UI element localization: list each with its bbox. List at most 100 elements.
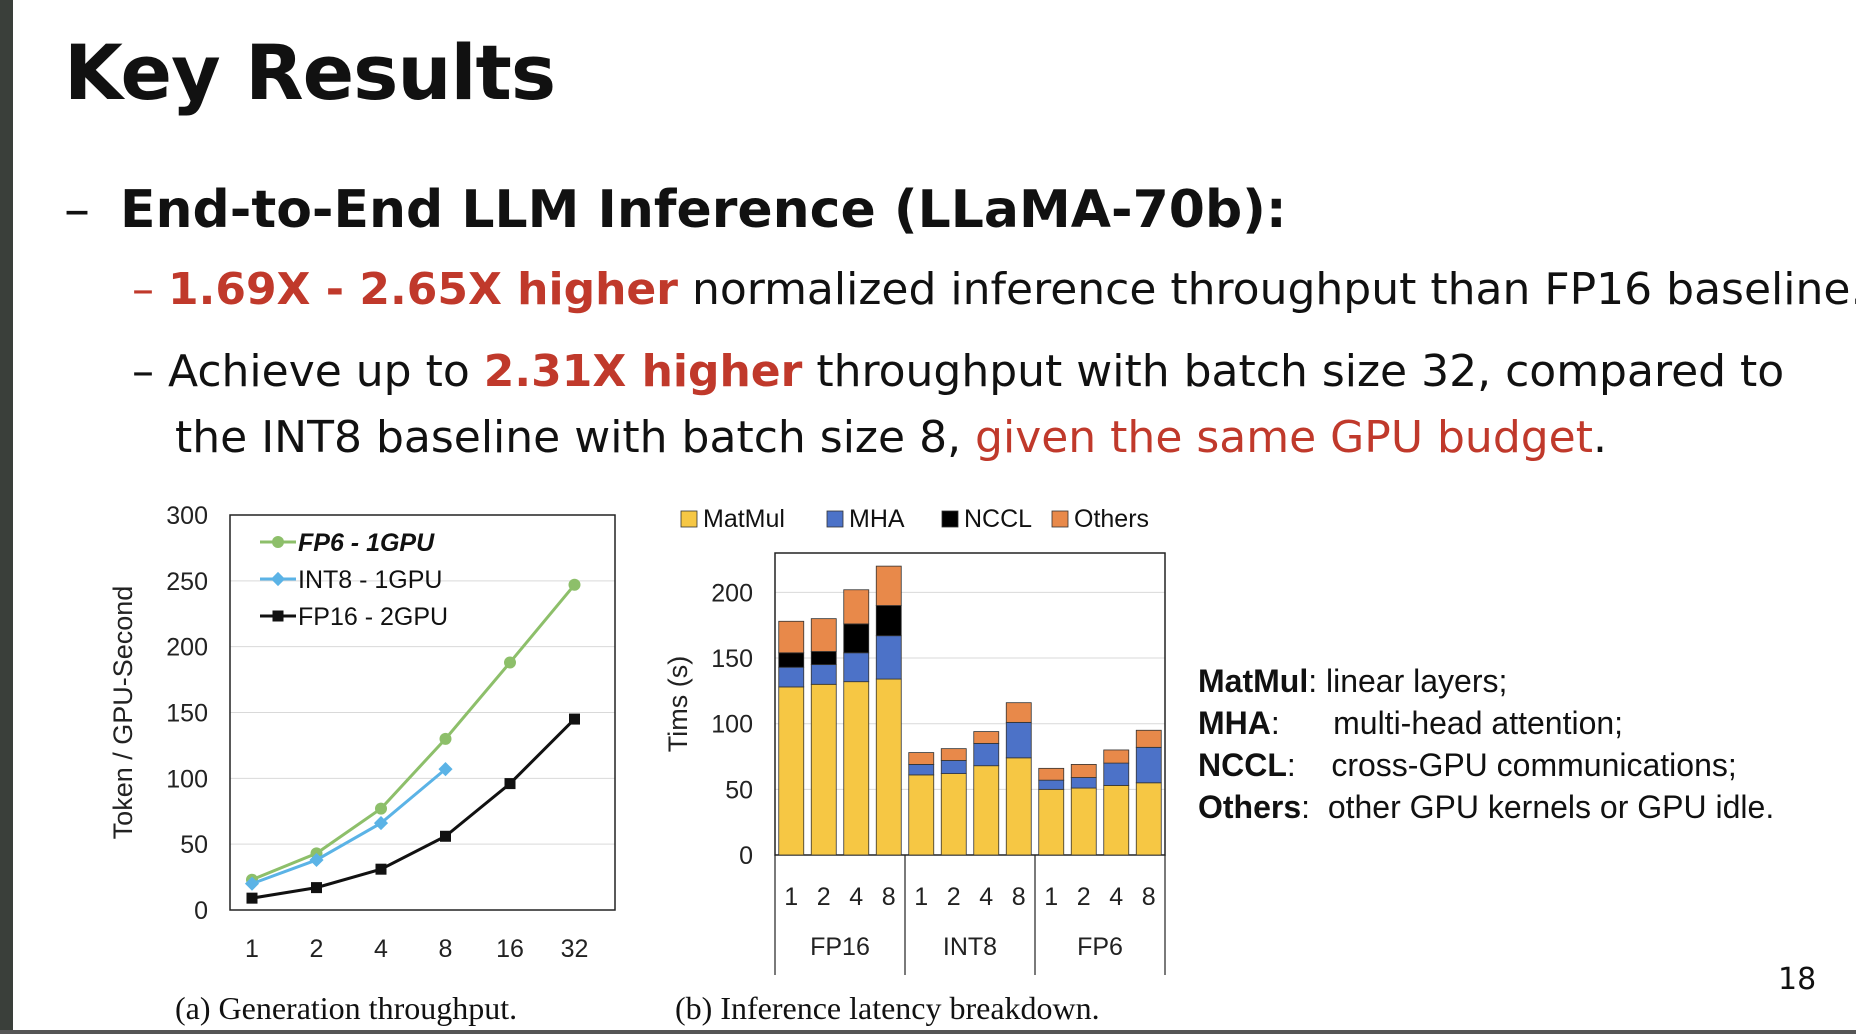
- x-tick-label: 8: [1142, 883, 1156, 911]
- bar-segment: [810, 618, 837, 652]
- data-point: [375, 863, 387, 875]
- legend-marker: [272, 610, 284, 622]
- x-tick-label: 4: [849, 883, 863, 911]
- highlight-text: given the same GPU budget: [975, 412, 1594, 463]
- definition-text: linear layers;: [1325, 663, 1508, 699]
- bar-segment: [875, 678, 902, 856]
- definition-text: multi-head attention;: [1333, 705, 1624, 741]
- bar-segment: [875, 605, 902, 637]
- definition-text: other GPU kernels or GPU idle.: [1327, 789, 1775, 825]
- bar-segment: [973, 742, 1000, 767]
- data-point: [440, 830, 451, 842]
- x-tick-label: 4: [1109, 883, 1123, 911]
- bar-segment: [1005, 702, 1032, 723]
- bullet-batch-size-line2: the INT8 baseline with batch size 8, giv…: [175, 412, 1607, 463]
- bar-segment: [1135, 782, 1162, 856]
- x-tick-label: 2: [310, 935, 324, 963]
- x-tick-label: 1: [1044, 883, 1058, 911]
- y-tick-label: 100: [711, 711, 753, 739]
- throughput-line-chart: 0 50 100 150 200 250 300 1 2 4 8 16 32 Token / GPU-Se…: [110, 502, 616, 963]
- bar-segment: [1070, 777, 1097, 789]
- legend-label: FP16 - 2GPU: [298, 603, 448, 631]
- window-left-edge: [0, 0, 13, 1034]
- bar-segment: [778, 652, 805, 668]
- data-point: [373, 816, 389, 831]
- data-point: [568, 578, 581, 591]
- bar-segment: [1135, 746, 1162, 784]
- bar-segment: [843, 652, 870, 683]
- y-tick-label: 50: [725, 776, 753, 804]
- data-point: [375, 802, 387, 815]
- data-point: [311, 882, 322, 894]
- legend-marker: [272, 536, 284, 548]
- bar-segment: [1135, 729, 1162, 748]
- y-tick-label: 100: [166, 765, 208, 793]
- data-point: [309, 852, 324, 868]
- x-tick-label: 8: [1012, 883, 1026, 911]
- bullet-text: .: [1593, 412, 1608, 463]
- bar-segment: [1005, 721, 1032, 759]
- x-tick-label: 4: [979, 883, 993, 911]
- highlight-text: 1.69X - 2.65X higher: [168, 264, 678, 315]
- y-tick-label: 150: [166, 700, 208, 728]
- data-point: [438, 762, 453, 777]
- x-tick-label: 2: [947, 883, 961, 911]
- x-tick-label: 1: [914, 883, 928, 911]
- x-tick-label: 32: [561, 935, 589, 963]
- bar-segment: [1038, 788, 1065, 856]
- slide-title: Key Results: [64, 28, 556, 117]
- legend-swatch: [826, 510, 844, 528]
- x-tick-label: 2: [817, 883, 831, 911]
- bar-segment: [940, 748, 967, 761]
- y-tick-label: 300: [166, 502, 208, 530]
- definition-text: cross-GPU communications;: [1331, 747, 1737, 783]
- bullet-throughput: – 1.69X - 2.65X higher normalized infere…: [132, 264, 1856, 315]
- bar-segment: [1038, 767, 1065, 781]
- data-point: [569, 713, 580, 725]
- bar-segment: [1103, 749, 1130, 764]
- legend-label: INT8 - 1GPU: [298, 566, 442, 594]
- group-label: FP6: [1077, 933, 1123, 961]
- bar-segment: [1038, 779, 1065, 790]
- bar-segment: [973, 731, 1000, 744]
- legend-marker: [270, 571, 286, 587]
- bar-segment: [940, 773, 967, 856]
- legend-swatch: [680, 510, 698, 528]
- highlight-text: 2.31X higher: [483, 346, 803, 397]
- y-tick-label: 50: [180, 831, 208, 859]
- y-axis-label: Tims (s): [663, 656, 693, 752]
- bullet-text: End-to-End LLM Inference (LLaMA-70b):: [120, 180, 1287, 240]
- bullet-text: the INT8 baseline with batch size 8,: [175, 412, 976, 463]
- bullet-text: throughput with batch size 32, compared …: [802, 346, 1785, 397]
- definition-sep: :: [1308, 663, 1326, 699]
- group-label: INT8: [943, 933, 997, 961]
- y-tick-label: 250: [166, 568, 208, 596]
- bullet-batch-size: – Achieve up to 2.31X higher throughput …: [132, 346, 1784, 397]
- bar-segment: [1103, 762, 1130, 786]
- bar-segment: [875, 565, 902, 606]
- definition-row: MHA: multi-head attention;: [1198, 702, 1774, 744]
- y-tick-label: 200: [166, 634, 208, 662]
- definition-sep: :: [1301, 789, 1328, 825]
- bar-segment: [778, 666, 805, 688]
- bar-segment: [843, 589, 870, 625]
- definition-term: MHA: [1198, 705, 1271, 741]
- y-tick-label: 200: [711, 579, 753, 607]
- series-line: [251, 583, 576, 882]
- bullet-end-to-end: – End-to-End LLM Inference (LLaMA-70b):: [64, 180, 1287, 240]
- bar-segment: [843, 623, 870, 654]
- y-tick-label: 0: [194, 897, 208, 925]
- legend-definitions: MatMul: linear layers; MHA: multi-head a…: [1198, 660, 1774, 828]
- definition-sep: :: [1270, 705, 1334, 741]
- bar-segment: [1070, 763, 1097, 778]
- legend-swatch: [1051, 510, 1069, 528]
- bar-segment: [908, 752, 935, 765]
- definition-term: Others: [1198, 789, 1302, 825]
- definition-term: MatMul: [1198, 663, 1309, 699]
- group-label: FP16: [810, 933, 870, 961]
- bar-segment: [1070, 787, 1097, 856]
- definition-term: NCCL: [1198, 747, 1287, 783]
- plot-frame: [229, 514, 616, 911]
